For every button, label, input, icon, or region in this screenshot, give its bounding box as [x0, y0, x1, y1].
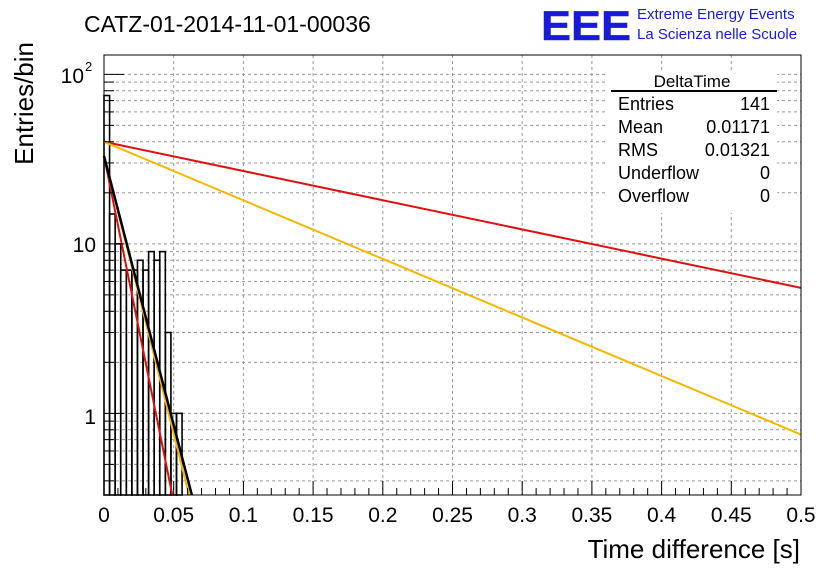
- stats-label-entries: Entries: [618, 94, 674, 114]
- stats-value-overflow: 0: [760, 186, 770, 206]
- x-tick-label: 0.4: [647, 504, 677, 527]
- stats-value-underflow: 0: [760, 163, 770, 183]
- run-title: CATZ-01-2014-11-01-00036: [84, 11, 371, 37]
- stats-label-rms: RMS: [618, 140, 658, 160]
- fit-line: [103, 155, 174, 496]
- histogram-bin: [142, 269, 150, 496]
- x-tick-label: 0.2: [368, 504, 397, 527]
- x-tick-label: 0.05: [153, 504, 194, 527]
- fit-line: [102, 155, 194, 496]
- grid: [104, 55, 801, 495]
- x-tick-label: 0.5: [786, 504, 815, 527]
- eee-logo: EEE: [541, 2, 631, 49]
- x-axis-label: Time difference [s]: [588, 534, 800, 564]
- histogram-bin: [147, 250, 155, 496]
- x-tick-label: 0: [98, 504, 110, 527]
- x-tick-label: 0.35: [571, 504, 612, 527]
- y-tick-label-10: 10: [73, 234, 96, 257]
- x-tick-label: 0.3: [508, 504, 537, 527]
- histogram-bin: [119, 269, 128, 496]
- logo-line-1: Extreme Energy Events: [637, 6, 795, 23]
- y-tick-label-100: 10: [61, 65, 84, 88]
- stats-label-mean: Mean: [618, 117, 663, 137]
- fit-line: [103, 140, 802, 436]
- x-tick-label: 0.1: [229, 504, 258, 527]
- axes: 0 0.05 0.1 0.15 0.2 0.25 0.3 0.35 0.4 0.45 0.5: [98, 73, 816, 527]
- fit-curves: [102, 140, 802, 496]
- y-tick-label-1: 1: [84, 406, 96, 429]
- x-tick-label: 0.45: [711, 504, 752, 527]
- histogram-bin: [125, 269, 133, 496]
- y-axis-label: Entries/bin: [9, 42, 39, 165]
- stats-value-mean: 0.01171: [706, 117, 770, 137]
- stats-value-rms: 0.01321: [705, 140, 770, 160]
- stats-box-bg: [607, 73, 777, 213]
- histogram-bin: [108, 213, 116, 496]
- fit-line: [103, 140, 802, 289]
- stats-box: DeltaTime Entries 141 Mean 0.01171 RMS 0…: [607, 72, 777, 213]
- stats-label-overflow: Overflow: [618, 186, 690, 206]
- x-tick-label: 0.25: [432, 504, 473, 527]
- logo-line-2: La Scienza nelle Scuole: [637, 26, 797, 43]
- stats-label-underflow: Underflow: [618, 163, 700, 183]
- x-tick-label: 0.15: [293, 504, 334, 527]
- y-tick-exponent: 2: [85, 59, 92, 74]
- stats-value-entries: 141: [740, 94, 770, 114]
- stats-title: DeltaTime: [654, 72, 731, 91]
